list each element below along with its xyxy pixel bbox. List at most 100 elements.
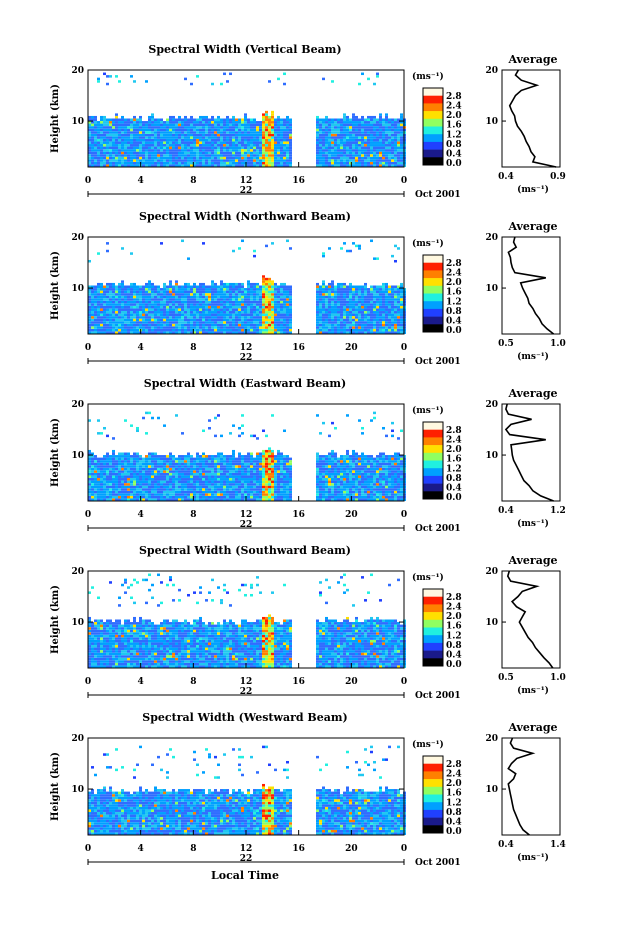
heatmap-cell: [358, 318, 361, 322]
heatmap-cell: [223, 472, 226, 476]
heatmap-cell: [235, 141, 238, 144]
heatmap-cell: [277, 133, 280, 137]
heatmap-cell: [226, 483, 229, 486]
heatmap-cell: [208, 303, 211, 306]
heatmap-cell: [181, 151, 184, 155]
heatmap-cell: [355, 133, 358, 137]
heatmap-cell: [247, 288, 250, 291]
heatmap-cell: [127, 465, 130, 468]
heatmap-cell: [337, 146, 340, 150]
heatmap-cell: [202, 288, 205, 291]
heatmap-cell: [139, 475, 142, 478]
heatmap-cell: [253, 282, 256, 286]
heatmap-cell: [379, 138, 382, 142]
heatmap-cell: [196, 308, 199, 311]
heatmap-cell: [151, 164, 154, 167]
heatmap-cell: [115, 123, 118, 127]
heatmap-cell: [235, 495, 238, 499]
heatmap-cell: [91, 470, 94, 473]
heatmap-cell: [139, 457, 142, 461]
heatmap-cell: [115, 465, 118, 468]
heatmap-cell: [190, 164, 193, 167]
heatmap-cell: [109, 495, 112, 499]
heatmap-cell: [340, 311, 343, 314]
heatmap-cell: [148, 465, 151, 468]
heatmap-cell: [181, 159, 184, 162]
heatmap-cell: [385, 164, 388, 167]
heatmap-cell: [271, 316, 274, 319]
heatmap-cell: [121, 298, 124, 301]
heatmap-cell: [190, 303, 193, 306]
heatmap-cell: [103, 485, 106, 489]
heatmap-cell: [157, 285, 160, 288]
heatmap-cell: [103, 115, 106, 119]
heatmap-cell: [130, 290, 133, 294]
heatmap-cell: [157, 293, 160, 296]
heatmap-cell: [148, 151, 151, 155]
heatmap-cell: [127, 305, 130, 309]
heatmap-cell: [148, 133, 151, 137]
heatmap-cell: [343, 128, 346, 132]
heatmap-cell: [226, 285, 229, 288]
heatmap-cell: [208, 498, 211, 501]
heatmap-cell: [196, 460, 199, 463]
heatmap-cell: [400, 156, 403, 160]
heatmap-cell: [196, 151, 199, 155]
heatmap-cell: [265, 156, 268, 160]
heatmap-cell: [139, 478, 142, 481]
heatmap-cell: [238, 313, 241, 317]
heatmap-cell: [202, 311, 205, 314]
heatmap-cell: [217, 144, 220, 147]
heatmap-cell: [139, 126, 142, 129]
heatmap-cell: [367, 161, 370, 165]
heatmap-cell: [136, 156, 139, 160]
heatmap-cell: [154, 318, 157, 322]
heatmap-cell: [400, 141, 403, 144]
heatmap-cell: [109, 123, 112, 127]
heatmap-cell: [97, 138, 100, 142]
heatmap-cell: [358, 159, 361, 162]
heatmap-cell: [382, 323, 385, 327]
heatmap-cell: [145, 300, 148, 304]
heatmap-cell: [232, 498, 235, 501]
day-label: 22: [240, 353, 253, 363]
heatmap-cell: [154, 321, 157, 324]
heatmap-cell: [256, 282, 259, 286]
heatmap-cell: [115, 115, 118, 119]
heatmap-cell: [142, 316, 145, 319]
heatmap-cell: [379, 154, 382, 157]
heatmap-cell: [166, 460, 169, 463]
heatmap-cell: [196, 164, 199, 167]
heatmap-cell: [166, 311, 169, 314]
heatmap-cell: [106, 164, 109, 167]
heatmap-cell: [211, 161, 214, 165]
heatmap-cell: [145, 323, 148, 327]
heatmap-cell: [232, 493, 235, 496]
heatmap-cell: [400, 308, 403, 311]
heatmap-cell: [124, 490, 127, 494]
heatmap-cell: [196, 131, 199, 134]
heatmap-cell: [175, 498, 178, 501]
heatmap-cell: [181, 164, 184, 167]
heatmap-cell: [181, 126, 184, 129]
heatmap-cell: [217, 470, 220, 473]
heatmap-cell: [319, 293, 322, 296]
heatmap-cell: [286, 115, 289, 119]
heatmap-cell: [175, 318, 178, 322]
heatmap-cell: [265, 131, 268, 134]
heatmap-cell: [247, 121, 250, 124]
heatmap-cell: [202, 282, 205, 286]
heatmap-cell: [235, 164, 238, 167]
heatmap-cell: [151, 138, 154, 142]
heatmap-cell: [193, 323, 196, 327]
heatmap-cell: [145, 316, 148, 319]
heatmap-cell: [94, 455, 97, 458]
heatmap-cell: [238, 285, 241, 288]
heatmap-cell: [271, 118, 274, 121]
heatmap-cell: [175, 316, 178, 319]
heatmap-cell: [172, 331, 175, 334]
x-tick-label: 20: [345, 176, 358, 186]
heatmap-cell: [352, 323, 355, 327]
heatmap-cell: [331, 80, 334, 83]
heatmap-cell: [88, 311, 91, 314]
